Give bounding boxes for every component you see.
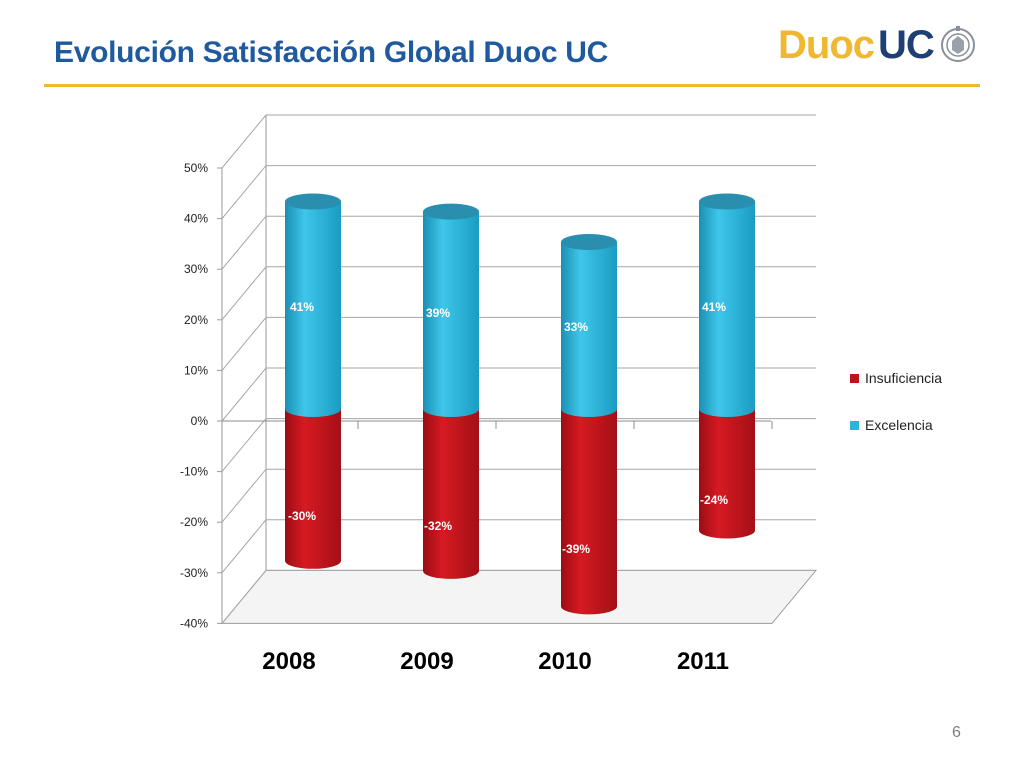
gridline: [221, 316, 816, 371]
x-category-label: 2008: [262, 648, 315, 675]
x-category-label: 2009: [400, 648, 453, 675]
chart-legend: Insuficiencia Excelencia: [850, 368, 942, 462]
legend-swatch-excelencia: [850, 420, 859, 430]
logo-text-duoc: Duoc: [778, 22, 875, 67]
y-tick-label: -10%: [180, 465, 208, 479]
university-seal-icon: [940, 26, 975, 62]
data-label-insuficiencia: -32%: [424, 519, 452, 533]
bar-excelencia-top: [285, 193, 341, 210]
x-category-label: 2011: [677, 648, 729, 675]
page-number: 6: [952, 724, 961, 741]
x-category-label: 2010: [538, 648, 591, 675]
data-label-insuficiencia: -30%: [288, 509, 316, 523]
y-tick-label: 50%: [184, 161, 208, 175]
gridline: [221, 367, 816, 422]
y-tick-label: -20%: [180, 515, 208, 529]
satisfaction-chart: 50% 40% 30% 20% 10% 0% -10% -20% -30% -40% 41% -30%…: [180, 114, 818, 675]
y-tick-label: -40%: [180, 616, 208, 630]
title-underline: [44, 84, 980, 87]
gridline: [221, 165, 816, 219]
legend-label-insuficiencia: Insuficiencia: [865, 370, 943, 386]
data-label-excelencia: 33%: [564, 320, 588, 334]
gridline: [221, 266, 816, 321]
gridline: [221, 215, 816, 270]
y-tick-label: 10%: [184, 363, 208, 377]
legend-label-excelencia: Excelencia: [865, 417, 933, 433]
bar-insuficiencia: [423, 409, 479, 579]
bar-excelencia: [561, 242, 617, 417]
bar-insuficiencia: [285, 409, 341, 569]
data-label-insuficiencia: -24%: [700, 493, 728, 507]
y-tick-label: 20%: [184, 313, 208, 327]
bar-excelencia-top: [423, 203, 479, 220]
bar-insuficiencia: [561, 409, 617, 615]
gridline: [221, 114, 816, 169]
legend-item-insuficiencia: Insuficiencia: [850, 368, 942, 388]
y-tick-label: 30%: [184, 262, 208, 276]
gridline: [221, 519, 816, 574]
data-label-excelencia: 41%: [702, 300, 726, 314]
logo-text-uc: UC: [878, 22, 935, 67]
data-label-insuficiencia: -39%: [562, 542, 590, 556]
bar-excelencia: [699, 201, 755, 417]
y-tick-label: 40%: [184, 212, 208, 226]
bar-insuficiencia: [699, 409, 755, 539]
slide-title: Evolución Satisfacción Global Duoc UC: [54, 36, 608, 69]
data-label-excelencia: 39%: [426, 306, 450, 320]
gridline: [221, 418, 816, 472]
gridline: [221, 569, 816, 624]
legend-swatch-insuficiencia: [850, 373, 859, 383]
gridline: [221, 468, 816, 523]
duoc-uc-logo: Duoc UC: [778, 20, 976, 70]
y-tick-label: 0%: [191, 414, 209, 428]
y-tick-label: -30%: [180, 566, 208, 580]
chart-floor: [220, 569, 818, 624]
bar-excelencia: [423, 211, 479, 417]
data-label-excelencia: 41%: [290, 300, 314, 314]
legend-item-excelencia: Excelencia: [850, 415, 942, 435]
bar-excelencia-top: [699, 193, 755, 210]
bar-excelencia: [285, 201, 341, 417]
bar-excelencia-top: [561, 234, 617, 251]
